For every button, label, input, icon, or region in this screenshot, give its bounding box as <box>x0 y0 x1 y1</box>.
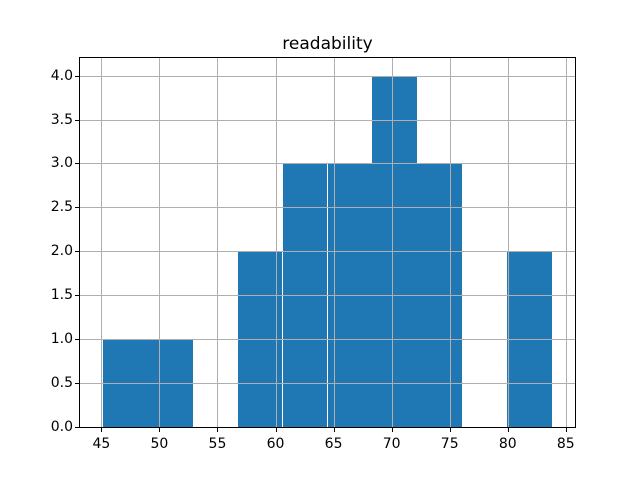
y-tick-label: 0.5 <box>50 375 73 392</box>
y-tick-mark <box>75 251 79 253</box>
histogram-bar <box>507 251 553 427</box>
gridline-vertical <box>507 58 509 427</box>
y-tick-label: 1.5 <box>50 287 73 304</box>
x-tick-mark <box>101 428 103 432</box>
gridline-vertical <box>159 58 161 427</box>
gridline-vertical <box>391 58 393 427</box>
gridline-horizontal <box>80 163 575 165</box>
y-tick-label: 0.0 <box>50 419 73 435</box>
x-tick-mark <box>449 428 451 432</box>
gridline-horizontal <box>80 383 575 385</box>
gridline-vertical <box>275 58 277 427</box>
x-tick-mark <box>565 428 567 432</box>
gridline-vertical <box>217 58 219 427</box>
x-tick-label: 85 <box>556 436 575 452</box>
x-tick-label: 80 <box>498 436 517 452</box>
x-tick-label: 60 <box>266 436 285 452</box>
x-tick-label: 75 <box>440 436 459 452</box>
y-tick-label: 4.0 <box>50 67 73 84</box>
gridline-vertical <box>565 58 567 427</box>
x-tick-label: 65 <box>324 436 343 452</box>
y-tick-label: 2.5 <box>50 199 73 216</box>
y-tick-label: 2.0 <box>50 243 73 260</box>
histogram-bar <box>237 251 283 427</box>
gridline-horizontal <box>80 251 575 253</box>
histogram-bar <box>372 75 418 427</box>
gridline-horizontal <box>80 295 575 297</box>
y-tick-label: 3.0 <box>50 155 73 172</box>
x-tick-mark <box>333 428 335 432</box>
x-tick-label: 50 <box>150 436 169 452</box>
y-tick-mark <box>75 339 79 341</box>
y-tick-mark <box>75 383 79 385</box>
gridline-horizontal <box>80 339 575 341</box>
x-tick-mark <box>159 428 161 432</box>
gridline-vertical <box>333 58 335 427</box>
x-tick-mark <box>275 428 277 432</box>
y-tick-mark <box>75 75 79 77</box>
x-tick-label: 70 <box>382 436 401 452</box>
y-tick-mark <box>75 427 79 428</box>
x-tick-mark <box>507 428 509 432</box>
gridline-vertical <box>449 58 451 427</box>
chart-title: readability <box>282 34 373 54</box>
gridline-vertical <box>101 58 103 427</box>
gridline-horizontal <box>80 207 575 209</box>
x-tick-mark <box>391 428 393 432</box>
x-tick-mark <box>217 428 219 432</box>
y-tick-mark <box>75 163 79 165</box>
plot-area <box>79 57 576 428</box>
y-tick-label: 1.0 <box>50 331 73 348</box>
y-tick-mark <box>75 119 79 121</box>
y-tick-mark <box>75 295 79 297</box>
y-tick-mark <box>75 207 79 209</box>
gridline-horizontal <box>80 119 575 121</box>
x-tick-label: 55 <box>208 436 227 452</box>
y-tick-label: 3.5 <box>50 111 73 128</box>
x-tick-label: 45 <box>92 436 111 452</box>
gridline-horizontal <box>80 75 575 77</box>
